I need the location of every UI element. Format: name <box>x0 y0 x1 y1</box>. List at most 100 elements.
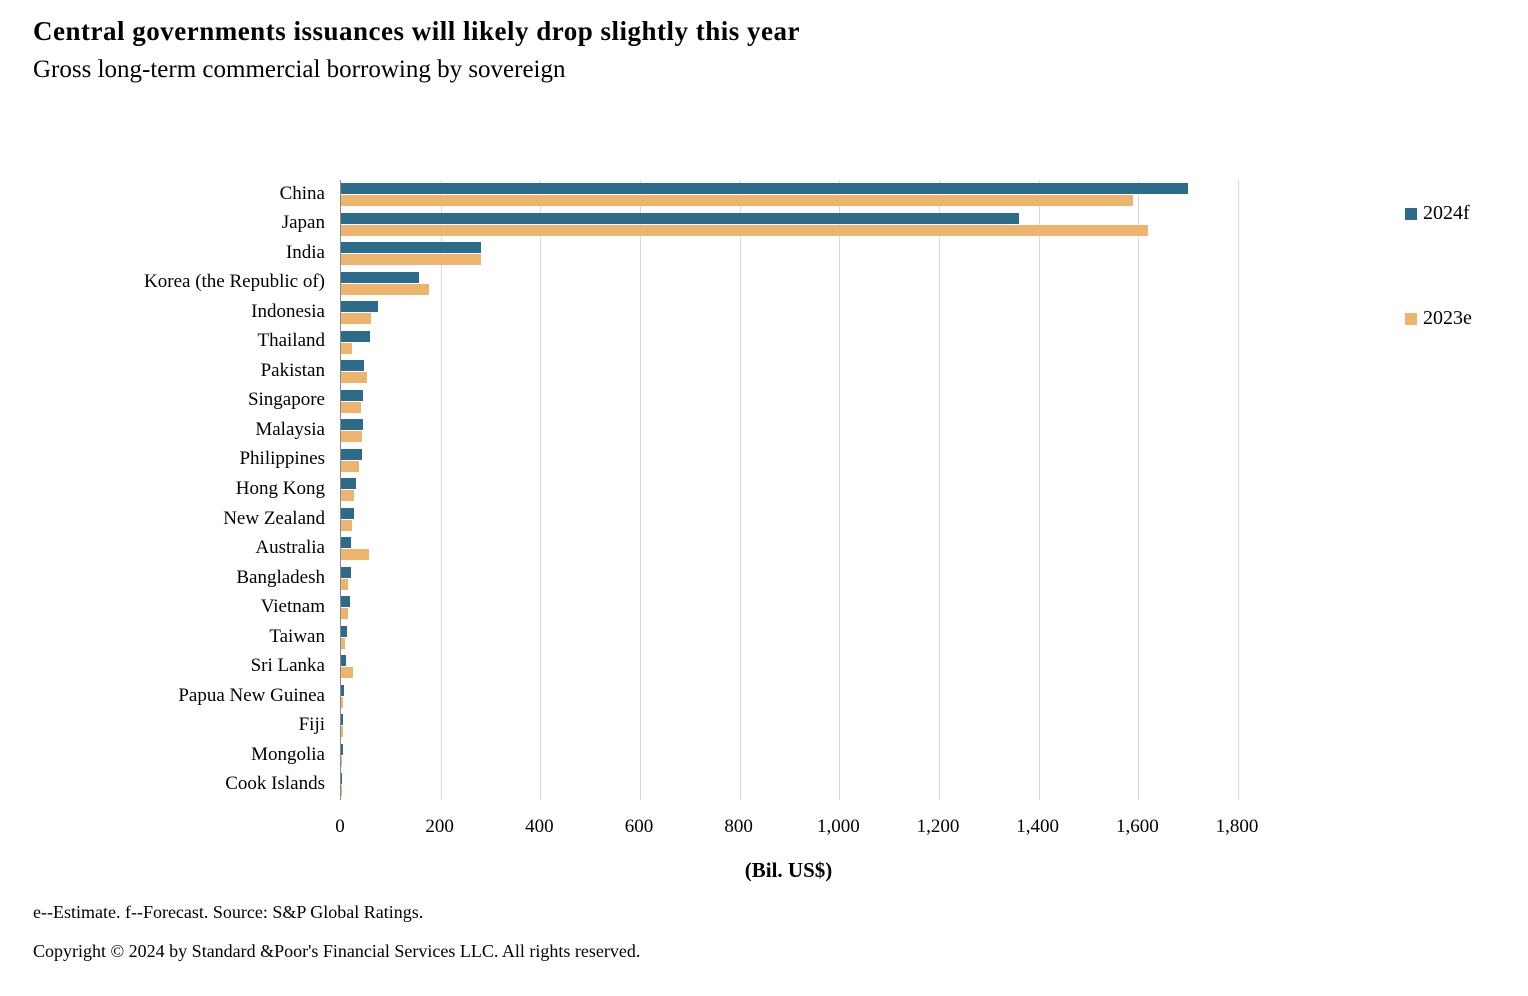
bar-2023e[interactable] <box>341 637 345 649</box>
bar-2023e[interactable] <box>341 460 359 472</box>
bar-row <box>341 741 1237 771</box>
x-tick-label: 0 <box>335 816 345 837</box>
bar-2023e[interactable] <box>341 313 371 325</box>
gridline <box>1238 180 1239 800</box>
gridline <box>440 180 442 800</box>
bar-2023e[interactable] <box>341 667 353 679</box>
bar-row <box>341 210 1237 240</box>
category-label: Sri Lanka <box>250 655 325 677</box>
legend-item-2024f: 2024f <box>1405 202 1470 225</box>
bar-2023e[interactable] <box>341 224 1149 236</box>
bar-2023e[interactable] <box>341 578 348 590</box>
bar-row <box>341 682 1237 712</box>
x-tick-label: 200 <box>425 816 454 837</box>
bar-2023e[interactable] <box>341 608 348 620</box>
x-tick-label: 1,400 <box>1016 816 1060 837</box>
category-label: Korea (the Republic of) <box>144 271 325 293</box>
bar-2024f[interactable] <box>341 183 1189 194</box>
bar-row <box>341 652 1237 682</box>
category-label: Indonesia <box>251 300 325 322</box>
category-label: Philippines <box>239 448 325 470</box>
legend-swatch-icon <box>1405 207 1417 220</box>
bar-row <box>341 505 1237 535</box>
bar-2023e[interactable] <box>341 785 342 797</box>
bar-2024f[interactable] <box>341 301 378 313</box>
category-label: New Zealand <box>223 507 325 529</box>
bar-2023e[interactable] <box>341 519 352 531</box>
category-label: Papua New Guinea <box>178 684 325 706</box>
bar-2023e[interactable] <box>341 755 342 767</box>
bar-row <box>341 416 1237 446</box>
legend-swatch-icon <box>1405 312 1417 325</box>
bar-2024f[interactable] <box>341 389 363 401</box>
bar-2023e[interactable] <box>341 195 1134 206</box>
chart-title: Central governments issuances will likel… <box>33 16 801 46</box>
bar-2023e[interactable] <box>341 401 361 413</box>
bar-2024f[interactable] <box>341 330 370 342</box>
bar-2024f[interactable] <box>341 271 420 283</box>
bar-2024f[interactable] <box>341 242 482 254</box>
bar-2024f[interactable] <box>341 360 364 372</box>
bar-row <box>341 446 1237 476</box>
bar-row <box>341 180 1237 210</box>
bar-2023e[interactable] <box>341 696 343 708</box>
category-label: Cook Islands <box>225 773 325 795</box>
gridline <box>839 180 841 800</box>
bar-2023e[interactable] <box>341 490 354 502</box>
bar-2024f[interactable] <box>341 478 356 490</box>
category-label: Pakistan <box>260 359 325 381</box>
bar-2024f[interactable] <box>341 507 354 519</box>
bar-2023e[interactable] <box>341 431 362 443</box>
source-footnote: e--Estimate. f--Forecast. Source: S&P Gl… <box>33 902 424 922</box>
chart-subtitle: Gross long-term commercial borrowing by … <box>33 56 566 83</box>
bar-row <box>341 239 1237 269</box>
x-axis-ticks: 0 200 400 600 800 1,000 1,200 1,400 1,600 1,800 <box>335 810 1258 840</box>
bar-2024f[interactable] <box>341 448 362 460</box>
category-label: Fiji <box>298 714 325 736</box>
bar-2024f[interactable] <box>341 743 343 755</box>
category-label: Taiwan <box>269 625 325 647</box>
bar-2024f[interactable] <box>341 684 344 696</box>
bar-row <box>341 564 1237 594</box>
bar-2023e[interactable] <box>341 372 367 384</box>
bar-2024f[interactable] <box>341 714 343 726</box>
bar-2023e[interactable] <box>341 254 481 266</box>
category-label: Singapore <box>247 389 325 411</box>
bar-2023e[interactable] <box>341 283 430 295</box>
category-label: Hong Kong <box>235 478 325 499</box>
bar-2023e[interactable] <box>341 342 352 354</box>
bar-2024f[interactable] <box>341 655 346 667</box>
bar-row <box>341 770 1237 800</box>
legend-item-2023e: 2023e <box>1405 307 1472 330</box>
bar-2024f[interactable] <box>341 773 342 785</box>
gridline <box>739 180 741 800</box>
bar-2024f[interactable] <box>341 419 363 431</box>
bar-row <box>341 269 1237 299</box>
bar-row <box>341 298 1237 328</box>
bar-row <box>341 534 1237 564</box>
gridline <box>939 180 940 800</box>
bar-2024f[interactable] <box>341 625 347 637</box>
category-label: Australia <box>255 537 325 559</box>
bar-2024f[interactable] <box>341 212 1019 224</box>
plot-area <box>340 180 1239 800</box>
bar-2024f[interactable] <box>341 537 351 549</box>
category-label: India <box>285 241 325 263</box>
gridline <box>640 180 641 800</box>
bar-2023e[interactable] <box>341 726 343 738</box>
x-tick-label: 800 <box>724 816 753 837</box>
category-axis: China Japan India Korea (the Republic of) In… <box>0 180 325 800</box>
copyright-notice: Copyright © 2024 by Standard &Poor's Fin… <box>33 941 641 961</box>
bar-2023e[interactable] <box>341 549 369 561</box>
category-label: Thailand <box>257 330 325 352</box>
category-label: Malaysia <box>255 418 325 440</box>
gridline <box>1138 180 1140 800</box>
bar-row <box>341 623 1237 653</box>
category-label: China <box>279 182 325 204</box>
bar-2024f[interactable] <box>341 566 351 578</box>
bar-row <box>341 475 1237 505</box>
bar-row <box>341 328 1237 358</box>
category-label: Japan <box>281 212 325 234</box>
bar-2024f[interactable] <box>341 596 350 608</box>
